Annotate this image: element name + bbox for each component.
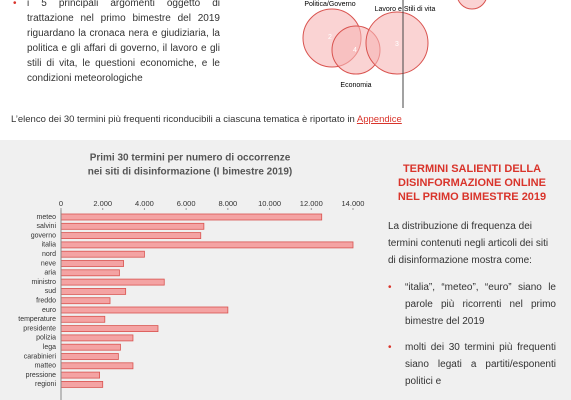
bar [60,325,159,333]
bar [60,371,100,379]
y-tick-label: neve [41,260,56,267]
venn-circle [365,11,429,75]
x-tick-label: 12.000 [300,199,323,208]
bullet-text: molti dei 30 termini più frequenti siano… [405,342,556,387]
y-tick-label: aria [44,270,56,277]
bar [60,269,120,277]
side-bullet: • “italia”, “meteo”, “euro” siano le paro… [388,282,556,327]
bar [60,353,119,360]
bar [60,306,229,314]
y-tick-label: regioni [35,381,56,388]
side-list: • “italia”, “meteo”, “euro” siano le paro… [388,279,556,390]
y-tick-label: polizia [36,335,56,342]
y-tick-label: presidente [23,325,56,332]
y-tick-label: italia [42,242,57,249]
y-tick-label: matteo [35,363,57,370]
y-tick-label: freddo [36,298,56,305]
chart: Primi 30 termini per numero di occorrenz… [18,153,365,400]
venn-number: 3 [395,41,399,48]
venn-label: Lavoro e Stili di vita [375,6,436,13]
y-tick-label: euro [42,307,56,314]
y-tick-label: carabinieri [24,353,57,360]
paragraph: i 5 principali argomenti oggetto di trat… [27,0,220,84]
bullet: • [13,0,17,9]
y-tick-label: pressione [26,372,56,379]
bullet-text: “italia”, “meteo”, “euro” siano le parol… [405,282,556,327]
side-bullet: • molti dei 30 termini più frequenti sian… [388,342,556,387]
venn-diagram: Politica/Governo Lavoro e Stili di vita … [302,0,487,108]
x-tick-label: 4.000 [135,199,154,208]
side-title: TERMINI SALIENTI DELLA DISINFORMAZIONE ON… [388,162,556,204]
bar [60,241,354,249]
bar [60,334,134,342]
x-tick-label: 8.000 [218,199,237,208]
side-title-line: NEL PRIMO BIMESTRE 2019 [397,191,547,203]
y-tick-label: ministro [31,279,56,286]
sentence: L’elenco dei 30 termini più frequenti ri… [11,114,402,125]
x-tick-label: 14.000 [342,199,365,208]
chart-title: nei siti di disinformazione (I bimestre … [88,167,293,178]
bar [60,232,202,239]
venn-number: 4 [353,47,357,54]
bar [60,260,124,267]
y-tick-label: nord [42,251,56,258]
y-tick-label: meteo [37,214,57,221]
x-tick-label: 10.000 [258,199,281,208]
sentence-text: L’elenco dei 30 termini più frequenti ri… [11,114,355,125]
x-tick-label: 6.000 [177,199,196,208]
bar [60,222,205,230]
y-tick-label: temperature [18,316,56,323]
venn-label: Economia [340,82,371,89]
bar [60,315,106,323]
side-panel: TERMINI SALIENTI DELLA DISINFORMAZIONE ON… [388,162,556,399]
appendix-link[interactable]: Appendice [356,114,402,125]
bar [60,278,165,286]
x-tick-label: 0 [59,199,63,208]
side-title-line: TERMINI SALIENTI DELLA [402,163,542,175]
y-tick-label: sud [45,288,56,295]
side-title-line: DISINFORMAZIONE ONLINE [398,177,546,189]
bar [60,343,121,351]
bar [60,297,111,305]
bar [60,250,145,258]
bar [60,362,134,370]
bar [60,213,323,221]
bar [60,380,104,388]
venn-label: Politica/Governo [304,1,355,8]
bar [60,287,127,295]
venn-number: 2 [328,34,332,41]
y-tick-label: salvini [37,223,57,230]
y-tick-label: lega [43,344,56,351]
side-intro: La distribuzione di frequenza dei termin… [388,221,549,266]
venn-circle [457,0,487,10]
y-tick-label: governo [31,232,56,239]
chart-title: Primi 30 termini per numero di occorrenz… [90,153,291,164]
x-tick-label: 2.000 [93,199,112,208]
